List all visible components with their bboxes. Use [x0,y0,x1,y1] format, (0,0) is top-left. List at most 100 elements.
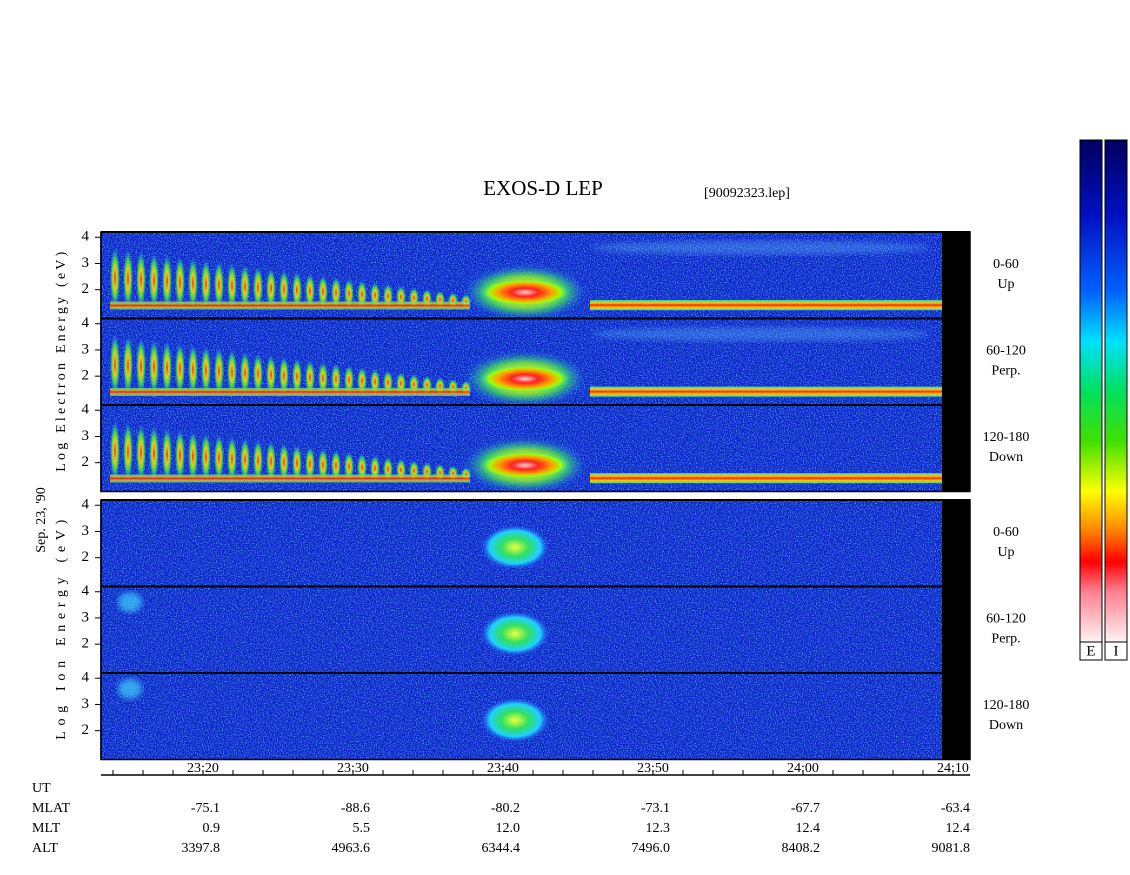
emission-burst [136,337,146,395]
ephemeris-value: -80.2 [491,801,520,816]
direction-label: Perp. [991,632,1020,647]
x-tick-label: 23:20 [187,761,219,776]
emission-burst [292,358,302,395]
ephemeris-value: 7496.0 [632,841,671,856]
x-tick-label: 23:50 [637,761,669,776]
emission-burst [201,259,211,309]
y-tick-label: 4 [82,670,90,686]
y-tick-label: 3 [82,341,90,357]
emission-burst [305,360,315,395]
emission-burst [357,453,367,482]
ephemeris-value: -63.4 [941,801,970,816]
ephemeris-value: 12.4 [946,821,971,836]
emission-burst [110,247,120,309]
direction-label: Perp. [991,364,1020,379]
row-label: MLAT [32,801,71,816]
ephemeris-value: 12.4 [796,821,821,836]
date-label: Sep. 23, '90 [34,487,49,553]
emission-burst [266,441,276,482]
data-gap [942,500,970,587]
row-label: ALT [32,841,58,856]
row-label: MLT [32,821,61,836]
emission-burst [175,256,185,309]
emission-burst [188,431,198,482]
emission-burst [123,335,133,395]
y-tick-label: 2 [82,368,90,384]
ephemeris-value: 9081.8 [932,841,971,856]
emission-burst [188,258,198,309]
color-bar-box [1079,641,1103,661]
y-tick-label: 3 [82,428,90,444]
ion-trace [118,592,142,613]
emission-burst [318,361,328,395]
y-tick-label: 4 [82,583,90,599]
data-gap [942,673,970,760]
emission-burst [253,439,263,482]
ion-blob [481,611,549,656]
x-tick-label: 24:10 [937,761,969,776]
data-gap [942,586,970,673]
emission-burst [344,278,354,309]
cusp-core [480,278,570,307]
ephemeris-value: 4963.6 [332,841,371,856]
steady-band [590,473,942,484]
emission-burst [162,341,172,395]
emission-burst [136,424,146,482]
ion-trace [118,678,142,699]
x-tick-label: 23:40 [487,761,519,776]
y-tick-label: 4 [82,497,90,513]
emission-burst [279,443,289,482]
data-gap [942,405,970,492]
angle-label: 60-120 [986,612,1026,627]
ephemeris-value: 12.0 [496,821,521,836]
emission-burst [292,444,302,482]
ephemeris-value: 12.3 [646,821,671,836]
emission-burst [357,367,367,395]
row-label: UT [32,781,51,796]
emission-burst [201,346,211,395]
emission-burst [227,263,237,309]
x-tick-label: 24:00 [787,761,819,776]
emission-burst [253,266,263,309]
y-tick-label: 2 [82,722,90,738]
color-bars: E I [1079,139,1128,661]
emission-burst [214,261,224,309]
emission-burst [123,249,133,309]
emission-burst [279,356,289,395]
y-tick-label: 3 [82,609,90,625]
color-bar-label: E [1086,643,1095,659]
emission-burst [149,425,159,482]
file-name: [90092323.lep] [704,186,790,201]
emission-burst [240,438,250,482]
color-bar-label: I [1114,643,1119,659]
emission-burst [201,432,211,482]
emission-burst [331,450,341,482]
low-energy-band [110,387,470,396]
y-tick-label: 4 [82,402,90,418]
x-tick-label: 23:30 [337,761,369,776]
steady-band [590,300,942,311]
ephemeris-value: 3397.8 [182,841,221,856]
emission-burst [331,277,341,309]
low-energy-band [110,301,470,310]
ephemeris-value: 0.9 [203,821,221,836]
ephemeris-value: -67.7 [791,801,820,816]
y-tick-label: 4 [82,229,90,245]
emission-burst [318,275,328,309]
angle-label: 60-120 [986,344,1026,359]
emission-burst [110,334,120,395]
emission-burst [331,363,341,395]
emission-burst [188,344,198,395]
direction-label: Up [997,545,1014,560]
emission-burst [175,342,185,395]
emission-burst [123,422,133,482]
low-energy-band [110,474,470,483]
chart-title: EXOS-D LEP [483,176,603,200]
ephemeris-value: 5.5 [353,821,371,836]
y-tick-label: 2 [82,636,90,652]
ephemeris-value: -88.6 [341,801,370,816]
steady-band [590,386,942,397]
emission-burst [162,254,172,309]
y-tick-label: 3 [82,255,90,271]
